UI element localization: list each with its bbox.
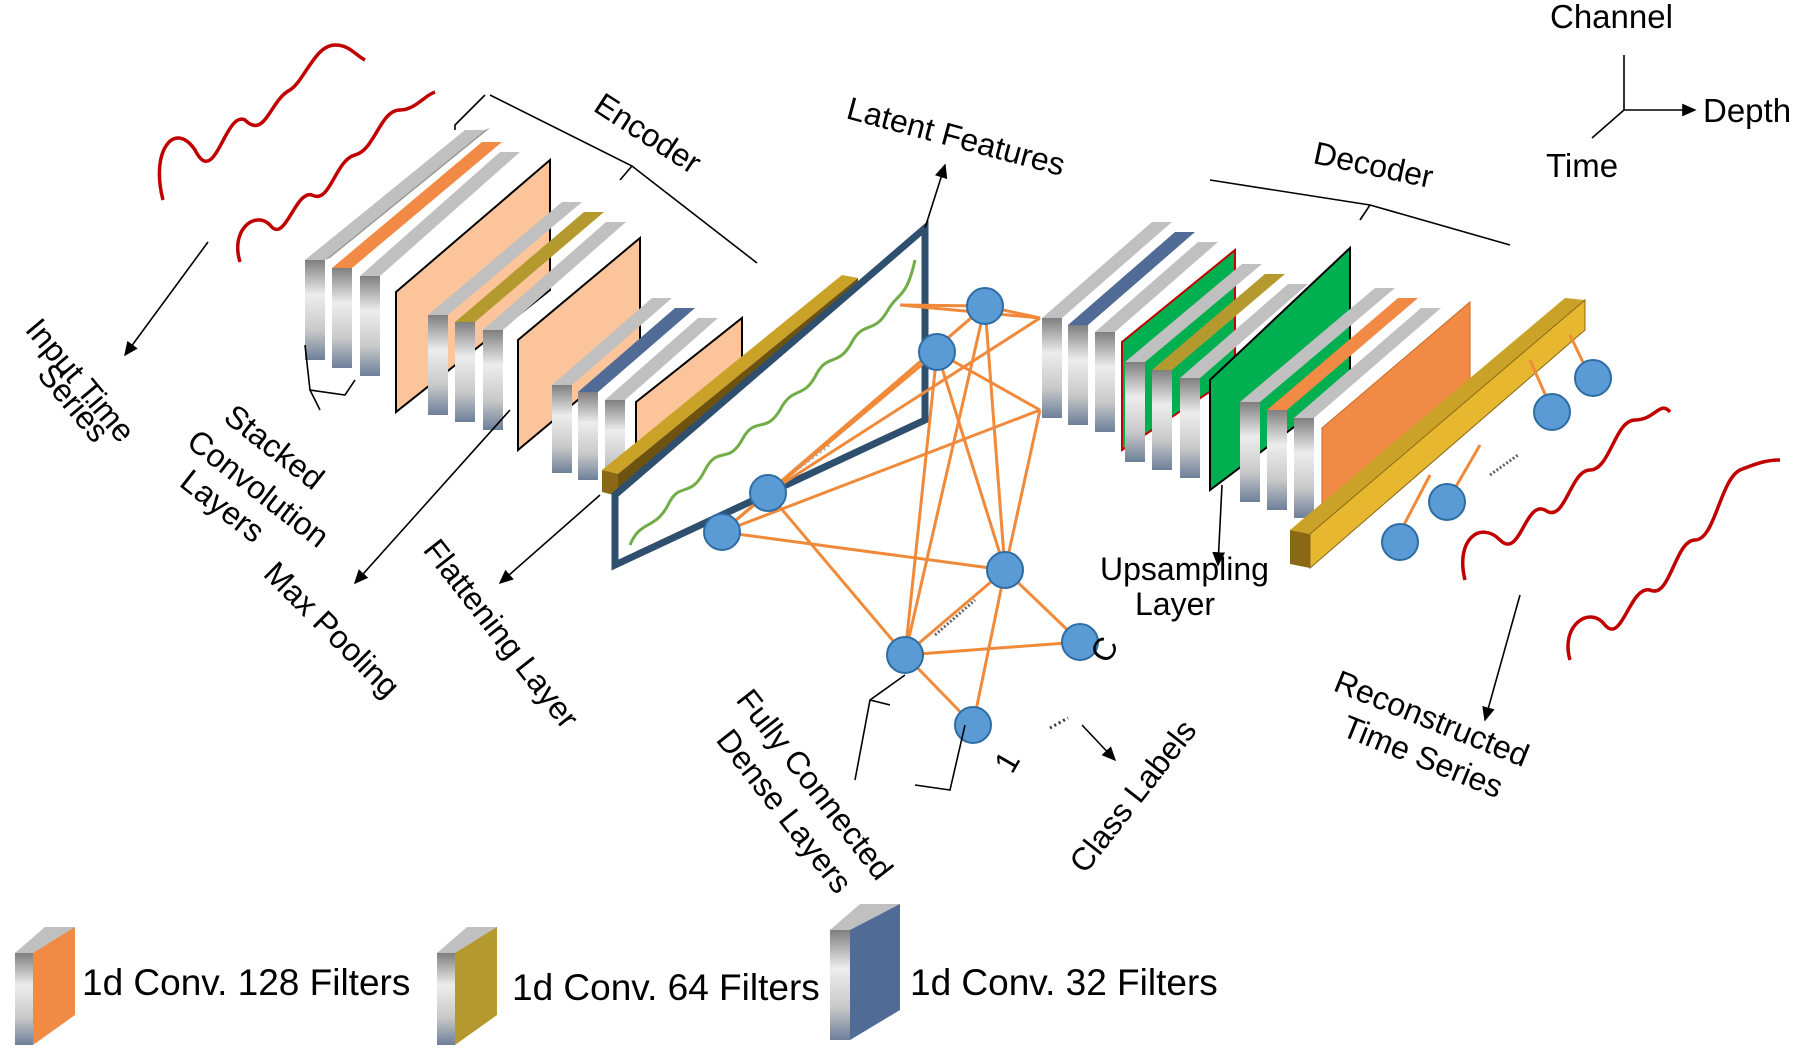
encoder-label: Encoder [588, 86, 708, 181]
legend-item-64: 1d Conv. 64 Filters [437, 927, 820, 1045]
dense-node [966, 287, 1004, 325]
conv-layer [1180, 284, 1308, 478]
dense-node [749, 474, 787, 512]
decoder-output-bar [1290, 298, 1586, 570]
ellipsis-dots [1489, 453, 1519, 477]
latent-features-panel [611, 220, 929, 571]
encoder-conv-block-1 [305, 128, 551, 415]
conv-layer [1095, 242, 1218, 432]
reconstructed-time-series-waves [1461, 406, 1781, 661]
conv-layer [1152, 274, 1285, 470]
axis-indicator: Channel Depth Time [1546, 0, 1791, 184]
axis-channel-label: Channel [1550, 0, 1673, 35]
conv-layer [455, 212, 604, 422]
decoder-label: Decoder [1311, 135, 1437, 195]
conv-layer [360, 152, 520, 376]
latent-wave [628, 259, 917, 546]
latent-features-label: Latent Features [843, 90, 1069, 183]
legend-swatch-128 [33, 927, 75, 1045]
legend: 1d Conv. 128 Filters 1d Conv. 64 Filters… [15, 904, 1218, 1045]
dense-nodes [703, 287, 1099, 744]
ellipsis-dots [1049, 716, 1069, 730]
conv-layer [428, 202, 582, 415]
dense-node [986, 551, 1024, 589]
conv-layer [305, 128, 490, 360]
class-labels-label: Class Labels [1062, 713, 1203, 880]
legend-label-128: 1d Conv. 128 Filters [82, 962, 410, 1003]
axis-depth-label: Depth [1703, 92, 1791, 129]
legend-label-32: 1d Conv. 32 Filters [910, 962, 1218, 1003]
dense-node [918, 333, 956, 371]
encoder-conv-block-2 [428, 202, 641, 453]
input-time-series-waves [157, 43, 436, 263]
max-pooling-label: Max Pooling [257, 554, 407, 704]
conv-layer [1294, 308, 1441, 518]
conv-layer [1267, 298, 1418, 510]
ellipsis-dots [799, 444, 831, 469]
upsampling-label-2: Layer [1135, 586, 1215, 622]
output-node [1574, 359, 1612, 397]
decoder-output-nodes [1381, 334, 1612, 561]
legend-label-64: 1d Conv. 64 Filters [512, 967, 820, 1008]
decoder-conv-block-3 [1240, 288, 1471, 521]
conv-layer [1125, 264, 1262, 462]
conv-layer [552, 298, 672, 473]
output-node [1533, 393, 1571, 431]
conv-layer [1068, 232, 1195, 425]
legend-swatch-64 [455, 927, 497, 1045]
legend-item-128: 1d Conv. 128 Filters [15, 927, 410, 1045]
output-node [1428, 483, 1466, 521]
output-node-c [1061, 623, 1099, 661]
upsampling-label-1: Upsampling [1100, 551, 1269, 587]
conv-layer [1240, 288, 1395, 502]
dense-node [703, 513, 741, 551]
legend-swatch-32 [850, 904, 900, 1040]
annotation-lines [124, 94, 1521, 791]
conv-layer [332, 142, 502, 368]
conv-layer [578, 308, 695, 480]
output-node-1 [954, 706, 992, 744]
axis-time-label: Time [1546, 147, 1618, 184]
conv-layer [483, 222, 626, 430]
output-node [1381, 523, 1419, 561]
conv-layer [1042, 222, 1172, 418]
flattening-layer-label: Flattening Layer [416, 532, 586, 735]
class-1-label: 1 [987, 745, 1027, 778]
ellipsis-dots [934, 598, 976, 637]
legend-item-32: 1d Conv. 32 Filters [830, 904, 1218, 1040]
dense-node [886, 636, 924, 674]
